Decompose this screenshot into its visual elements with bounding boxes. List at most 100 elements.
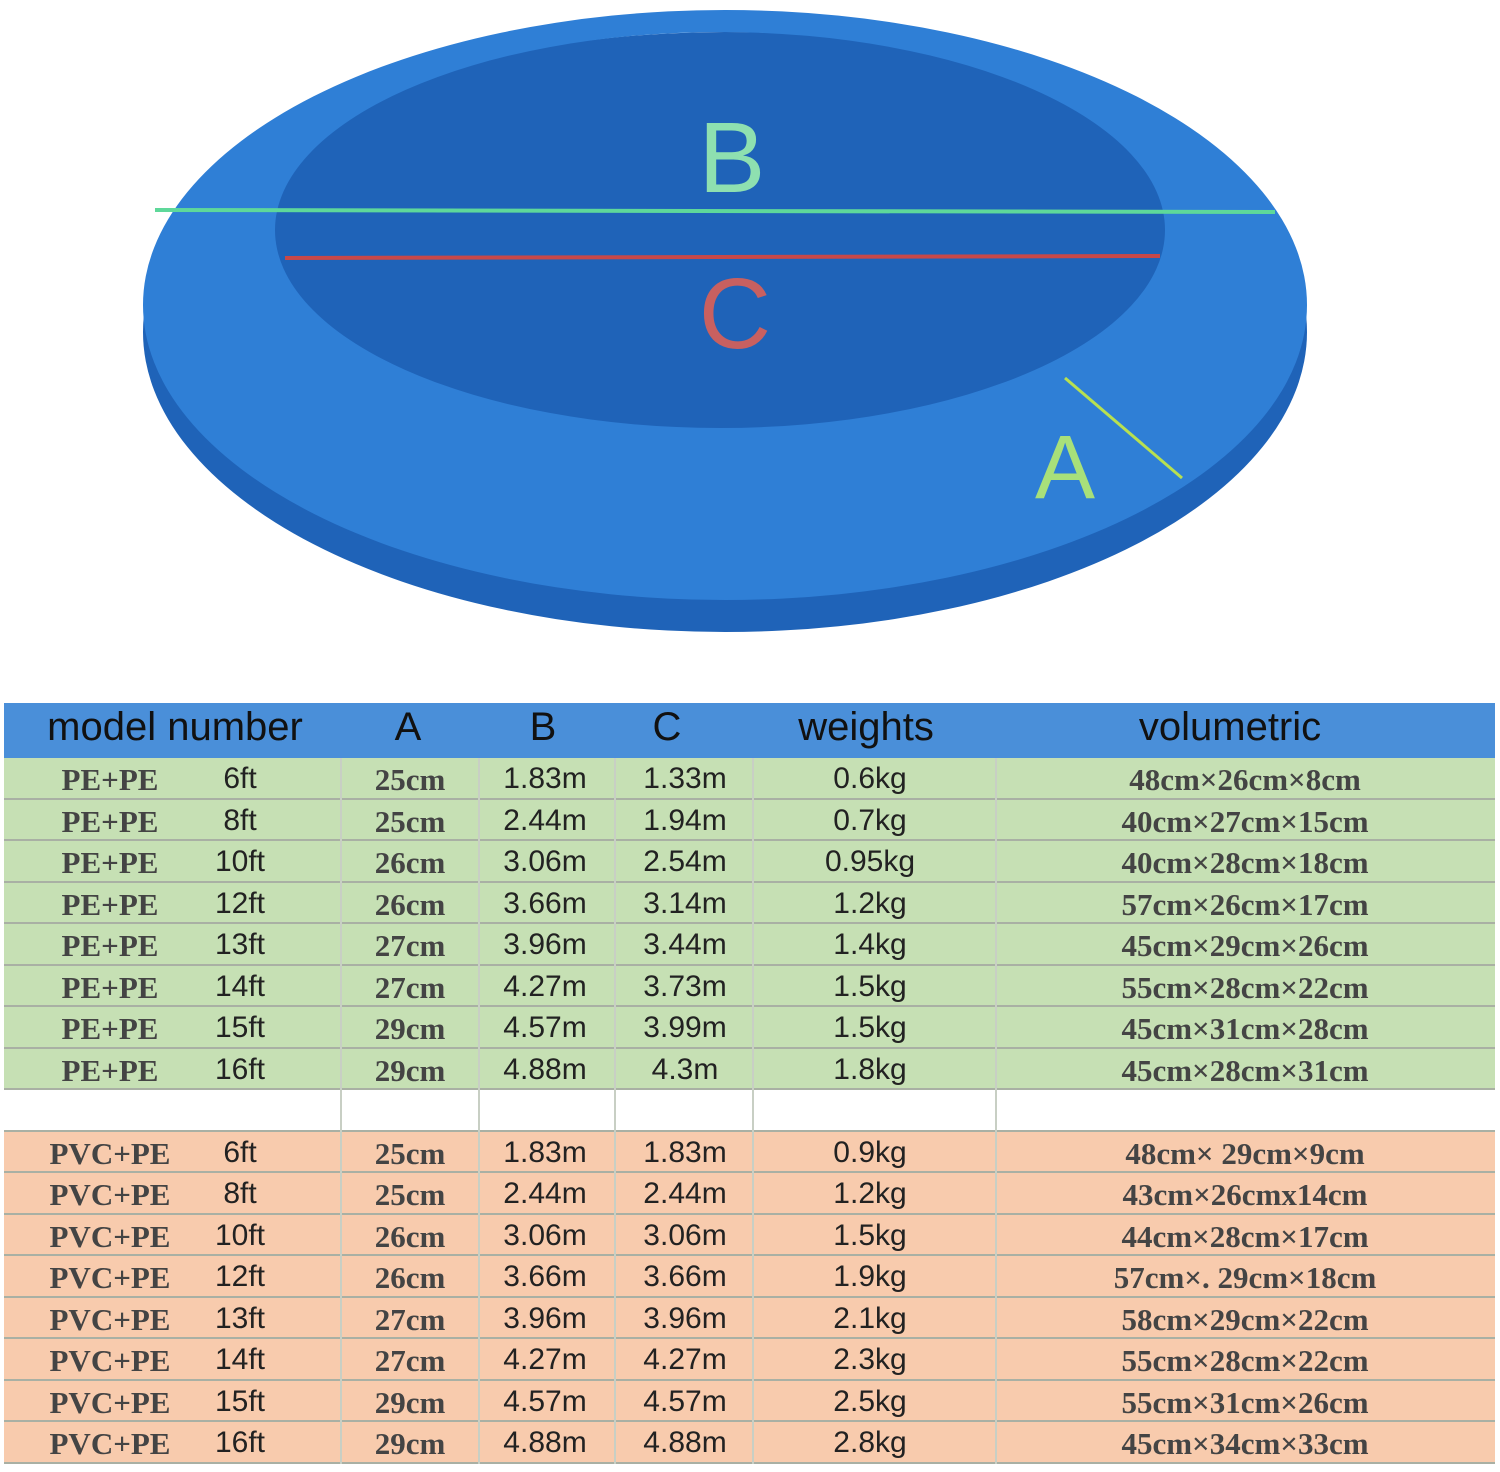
table-cell: 13ft	[214, 1301, 266, 1335]
table-cell: 27cm	[374, 969, 446, 1005]
table-cell: 45cm×29cm×26cm	[1121, 928, 1369, 963]
table-row	[4, 1048, 1495, 1090]
table-cell: 10ft	[214, 845, 266, 878]
table-cell: 3.44m	[643, 928, 727, 961]
table-cell: 2.44m	[503, 1177, 587, 1210]
table-cell: 4.3m	[651, 1052, 719, 1086]
table-row	[4, 1422, 1495, 1464]
table-cell: PVC+PE	[49, 1177, 171, 1212]
table-cell: 15ft	[214, 1384, 266, 1418]
table-cell: 12ft	[214, 1260, 266, 1293]
table-cell: 3.96m	[643, 1301, 727, 1335]
table-cell: 2.8kg	[833, 1426, 907, 1459]
table-row	[4, 1173, 1495, 1215]
table-cell: 26cm	[374, 1260, 446, 1295]
column-divider	[340, 758, 342, 1464]
header-cell: volumetric	[1138, 705, 1322, 749]
table-cell: 0.9kg	[833, 1135, 907, 1169]
table-cell: 2.54m	[643, 845, 727, 878]
table-cell: 57cm×. 29cm×18cm	[1113, 1260, 1377, 1295]
table-cell: 1.83m	[503, 1135, 587, 1169]
table-cell: 29cm	[374, 1426, 446, 1461]
table-cell: 2.1kg	[833, 1301, 907, 1335]
table-cell: PVC+PE	[49, 1260, 171, 1295]
table-cell: 27cm	[374, 1301, 446, 1337]
table-cell: PE+PE	[61, 803, 159, 839]
table-row	[4, 799, 1495, 841]
label-b: B	[699, 102, 766, 214]
table-cell: 1.5kg	[833, 969, 907, 1003]
table-cell: 14ft	[214, 1343, 266, 1376]
table-cell: PE+PE	[61, 845, 159, 880]
table-cell: 6ft	[223, 1135, 257, 1169]
table-cell: 4.88m	[503, 1426, 587, 1459]
c-line	[284, 254, 1161, 260]
table-cell: 0.6kg	[833, 762, 907, 795]
table-cell: 3.06m	[503, 1218, 587, 1252]
table-cell: PVC+PE	[49, 1218, 171, 1254]
table-cell: PVC+PE	[49, 1343, 171, 1378]
pad	[143, 10, 1307, 600]
table-cell: 26cm	[374, 1218, 446, 1254]
table-cell: 2.5kg	[833, 1384, 907, 1418]
table-cell: 45cm×28cm×31cm	[1121, 1052, 1369, 1088]
table-cell: 1.4kg	[833, 928, 907, 961]
table-cell: 40cm×27cm×15cm	[1121, 803, 1369, 839]
column-divider	[478, 758, 480, 1464]
table-cell: 2.44m	[503, 803, 587, 837]
table-cell: 55cm×28cm×22cm	[1121, 1343, 1369, 1378]
table-cell: 4.88m	[503, 1052, 587, 1086]
header-cell: A	[394, 705, 422, 749]
table-cell: PE+PE	[61, 1011, 159, 1046]
table-cell: 4.88m	[643, 1426, 727, 1459]
table-cell: 1.83m	[643, 1135, 727, 1169]
table-cell: 2.44m	[643, 1177, 727, 1210]
table-row	[4, 1380, 1495, 1422]
table-cell: 3.06m	[503, 845, 587, 878]
table-cell: 29cm	[374, 1052, 446, 1088]
table-cell: 4.27m	[503, 969, 587, 1003]
table-cell: 3.06m	[643, 1218, 727, 1252]
label-a: A	[1035, 418, 1095, 518]
table-row	[4, 924, 1495, 966]
header-cell: B	[529, 705, 557, 749]
trampoline-diagram: B C A	[143, 10, 1307, 632]
table-cell: 45cm×34cm×33cm	[1121, 1426, 1369, 1461]
table-cell: 3.14m	[643, 886, 727, 920]
table-row	[4, 1339, 1495, 1381]
table-row	[4, 1297, 1495, 1339]
table-cell: 4.57m	[643, 1384, 727, 1418]
table-cell: 16ft	[214, 1426, 266, 1459]
header-cell: model number	[47, 705, 303, 749]
table-row	[4, 1131, 1495, 1173]
table-cell: PVC+PE	[49, 1426, 171, 1461]
table-cell: 3.96m	[503, 1301, 587, 1335]
table-cell: 57cm×26cm×17cm	[1121, 886, 1369, 922]
table-row	[4, 841, 1495, 883]
table-row	[4, 882, 1495, 924]
table-cell: PE+PE	[61, 886, 159, 922]
table-cell: 26cm	[374, 886, 446, 922]
header-row	[4, 703, 1495, 758]
table-cell: 0.7kg	[833, 803, 907, 837]
table-cell: PVC+PE	[49, 1301, 171, 1337]
table-row	[4, 1256, 1495, 1298]
table-cell: 6ft	[223, 762, 257, 795]
table-cell: PE+PE	[61, 1052, 159, 1088]
table-cell: 1.83m	[503, 762, 587, 795]
table-row	[4, 1007, 1495, 1049]
table-cell: 25cm	[374, 803, 446, 839]
table-cell: 3.96m	[503, 928, 587, 961]
table-cell: 8ft	[223, 803, 257, 837]
table-cell: 10ft	[214, 1218, 266, 1252]
table-cell: 1.2kg	[833, 1177, 907, 1210]
table-cell: 3.73m	[643, 969, 727, 1003]
table-cell: PVC+PE	[49, 1384, 171, 1420]
table-cell: 1.5kg	[833, 1218, 907, 1252]
table-cell: 14ft	[214, 969, 266, 1003]
table-cell: 1.9kg	[833, 1260, 907, 1293]
spacer-row	[4, 1090, 1495, 1132]
table-cell: 48cm×26cm×8cm	[1129, 762, 1361, 797]
table-cell: 45cm×31cm×28cm	[1121, 1011, 1369, 1046]
